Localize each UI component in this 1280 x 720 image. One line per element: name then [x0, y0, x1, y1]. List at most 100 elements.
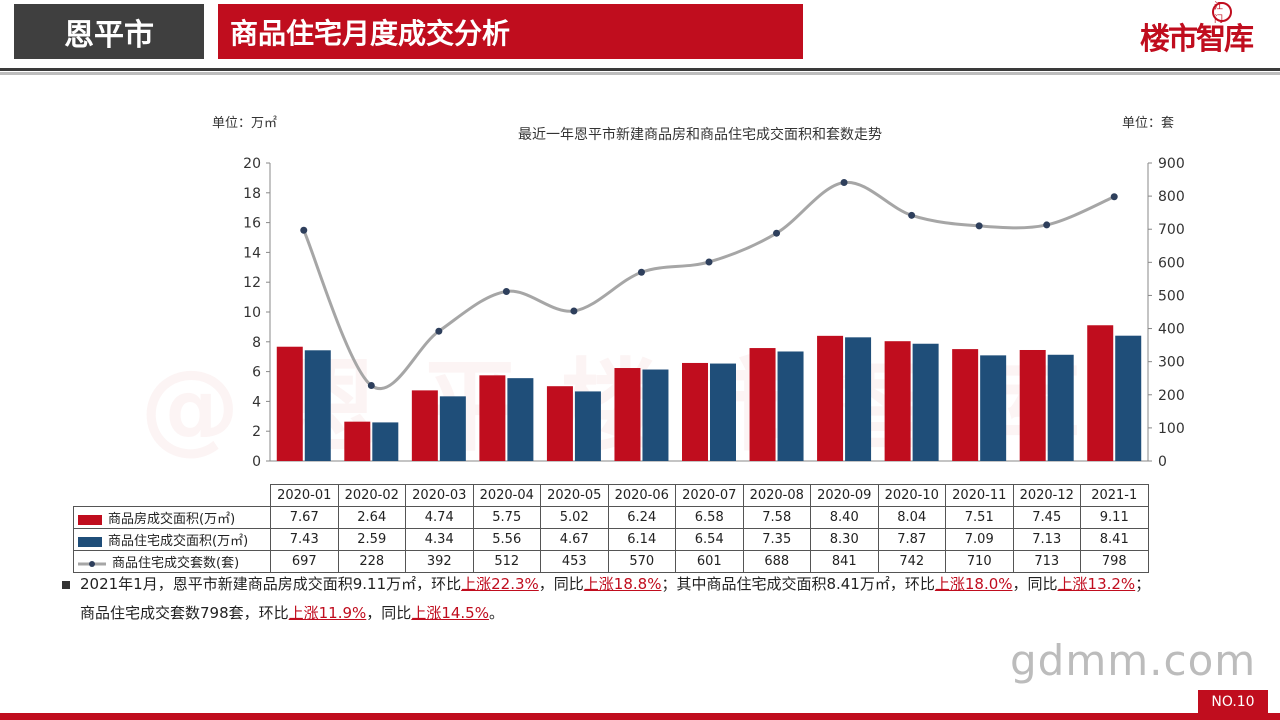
- row-label: 商品住宅成交套数(套): [112, 556, 240, 571]
- summary-segment: 。: [488, 604, 504, 622]
- legend-commercial-area: 商品房成交面积(万㎡): [73, 506, 271, 529]
- table-cell: 841: [810, 550, 879, 573]
- left-tick-label: 12: [243, 275, 261, 291]
- line-point: [300, 226, 308, 234]
- line-point: [570, 307, 578, 315]
- table-cell: 7.58: [742, 506, 811, 529]
- line-point: [975, 222, 983, 230]
- bar-residential-area: [304, 350, 331, 461]
- table-cell: 742: [877, 550, 946, 573]
- chart-title: 最近一年恩平市新建商品房和商品住宅成交面积和套数走势: [518, 127, 882, 143]
- table-cell: 6.54: [675, 528, 744, 551]
- right-tick-label: 700: [1158, 222, 1185, 238]
- table-cell: 4.74: [405, 506, 474, 529]
- line-point: [637, 268, 645, 276]
- legend-swatch-line: [78, 560, 106, 567]
- bar-commercial-area: [952, 349, 979, 461]
- bar-residential-area: [1115, 335, 1142, 461]
- summary-line-1: 2021年1月，恩平市新建商品房成交面积9.11万㎡，环比上涨22.3%，同比上…: [62, 570, 1212, 599]
- line-point: [773, 229, 781, 237]
- table-cell: 7.45: [1012, 506, 1081, 529]
- table-header-cell: 2021-1: [1080, 484, 1149, 507]
- table-header-cell: 2020-09: [810, 484, 879, 507]
- legend-residential-area: 商品住宅成交面积(万㎡): [73, 528, 271, 551]
- table-cell: 713: [1012, 550, 1081, 573]
- right-tick-label: 400: [1158, 322, 1185, 338]
- bar-residential-area: [845, 337, 872, 461]
- table-cell: 228: [337, 550, 406, 573]
- summary-segment: 商品住宅成交套数798套，环比: [80, 604, 289, 622]
- right-tick-label: 100: [1158, 421, 1185, 437]
- bar-commercial-area: [1019, 349, 1046, 461]
- right-tick-label: 600: [1158, 255, 1185, 271]
- legend-residential-units: 商品住宅成交套数(套): [73, 550, 271, 573]
- table-cell: 6.58: [675, 506, 744, 529]
- left-tick-label: 6: [252, 365, 261, 381]
- line-point: [705, 258, 713, 266]
- summary-segment: ；: [1135, 575, 1151, 593]
- summary-highlight: 上涨14.5%: [411, 604, 489, 622]
- bar-commercial-area: [344, 421, 371, 461]
- header-divider-shadow: [0, 72, 1280, 75]
- header-divider: [0, 68, 1280, 71]
- table-header-cell: 2020-08: [742, 484, 811, 507]
- summary-text: 2021年1月，恩平市新建商品房成交面积9.11万㎡，环比上涨22.3%，同比上…: [62, 570, 1212, 628]
- table-cell: 7.67: [270, 506, 339, 529]
- bar-commercial-area: [817, 335, 844, 461]
- row-label: 商品房成交面积(万㎡): [108, 512, 236, 527]
- left-tick-label: 14: [243, 245, 261, 261]
- table-cell: 8.04: [877, 506, 946, 529]
- table-cell: 697: [270, 550, 339, 573]
- table-cell: 8.41: [1080, 528, 1149, 551]
- table-row: 商品住宅成交面积(万㎡) 7.43 2.59 4.34 5.56 4.67 6.…: [73, 528, 1149, 551]
- bar-residential-area: [710, 363, 736, 461]
- left-tick-label: 20: [243, 156, 261, 172]
- table-cell: 6.14: [607, 528, 676, 551]
- table-cell: 7.13: [1012, 528, 1081, 551]
- left-tick-label: 10: [243, 305, 261, 321]
- table-header-cell: 2020-12: [1012, 484, 1081, 507]
- summary-highlight: 上涨13.2%: [1057, 575, 1136, 593]
- line-point: [908, 211, 916, 219]
- table-cell: 2.64: [337, 506, 406, 529]
- summary-highlight: 上涨22.3%: [461, 575, 539, 593]
- table-cell: 798: [1080, 550, 1149, 573]
- footer-bar: [0, 713, 1280, 720]
- table-header-cell: 2020-02: [337, 484, 406, 507]
- right-tick-label: 300: [1158, 355, 1185, 371]
- brand-logo: 楼市智库 江门: [1140, 2, 1260, 60]
- table-corner: [73, 484, 271, 507]
- row-label: 商品住宅成交面积(万㎡): [108, 534, 249, 549]
- right-tick-label: 500: [1158, 288, 1185, 304]
- bar-commercial-area: [884, 341, 911, 461]
- logo-badge: 江门: [1212, 2, 1232, 25]
- summary-line-2: 商品住宅成交套数798套，环比上涨11.9%，同比上涨14.5%。: [62, 599, 1212, 628]
- city-label: 恩平市: [14, 4, 204, 59]
- bar-commercial-area: [1087, 325, 1114, 461]
- table-cell: 7.87: [877, 528, 946, 551]
- bar-residential-area: [777, 351, 804, 461]
- left-tick-label: 4: [252, 394, 261, 410]
- table-header-cell: 2020-10: [877, 484, 946, 507]
- right-tick-label: 200: [1158, 388, 1185, 404]
- table-cell: 601: [675, 550, 744, 573]
- bar-residential-area: [1047, 354, 1074, 461]
- right-tick-label: 800: [1158, 189, 1185, 205]
- right-tick-label: 0: [1158, 454, 1167, 470]
- table-cell: 9.11: [1080, 506, 1149, 529]
- table-cell: 710: [945, 550, 1014, 573]
- data-table: 2020-01 2020-02 2020-03 2020-04 2020-05 …: [73, 484, 1149, 573]
- legend-swatch-blue: [78, 536, 102, 547]
- table-cell: 7.43: [270, 528, 339, 551]
- line-point: [502, 287, 510, 295]
- summary-segment: ，同比: [1012, 575, 1058, 593]
- table-cell: 4.34: [405, 528, 474, 551]
- table-cell: 7.35: [742, 528, 811, 551]
- line-residential-units: [302, 181, 1115, 390]
- line-point: [435, 327, 443, 335]
- bar-commercial-area: [546, 386, 573, 461]
- table-cell: 7.51: [945, 506, 1014, 529]
- table-row: 商品住宅成交套数(套) 697 228 392 512 453 570 601 …: [73, 550, 1149, 573]
- table-header-cell: 2020-04: [472, 484, 541, 507]
- combo-chart: 0246810121416182001002003004005006007008…: [243, 156, 1185, 470]
